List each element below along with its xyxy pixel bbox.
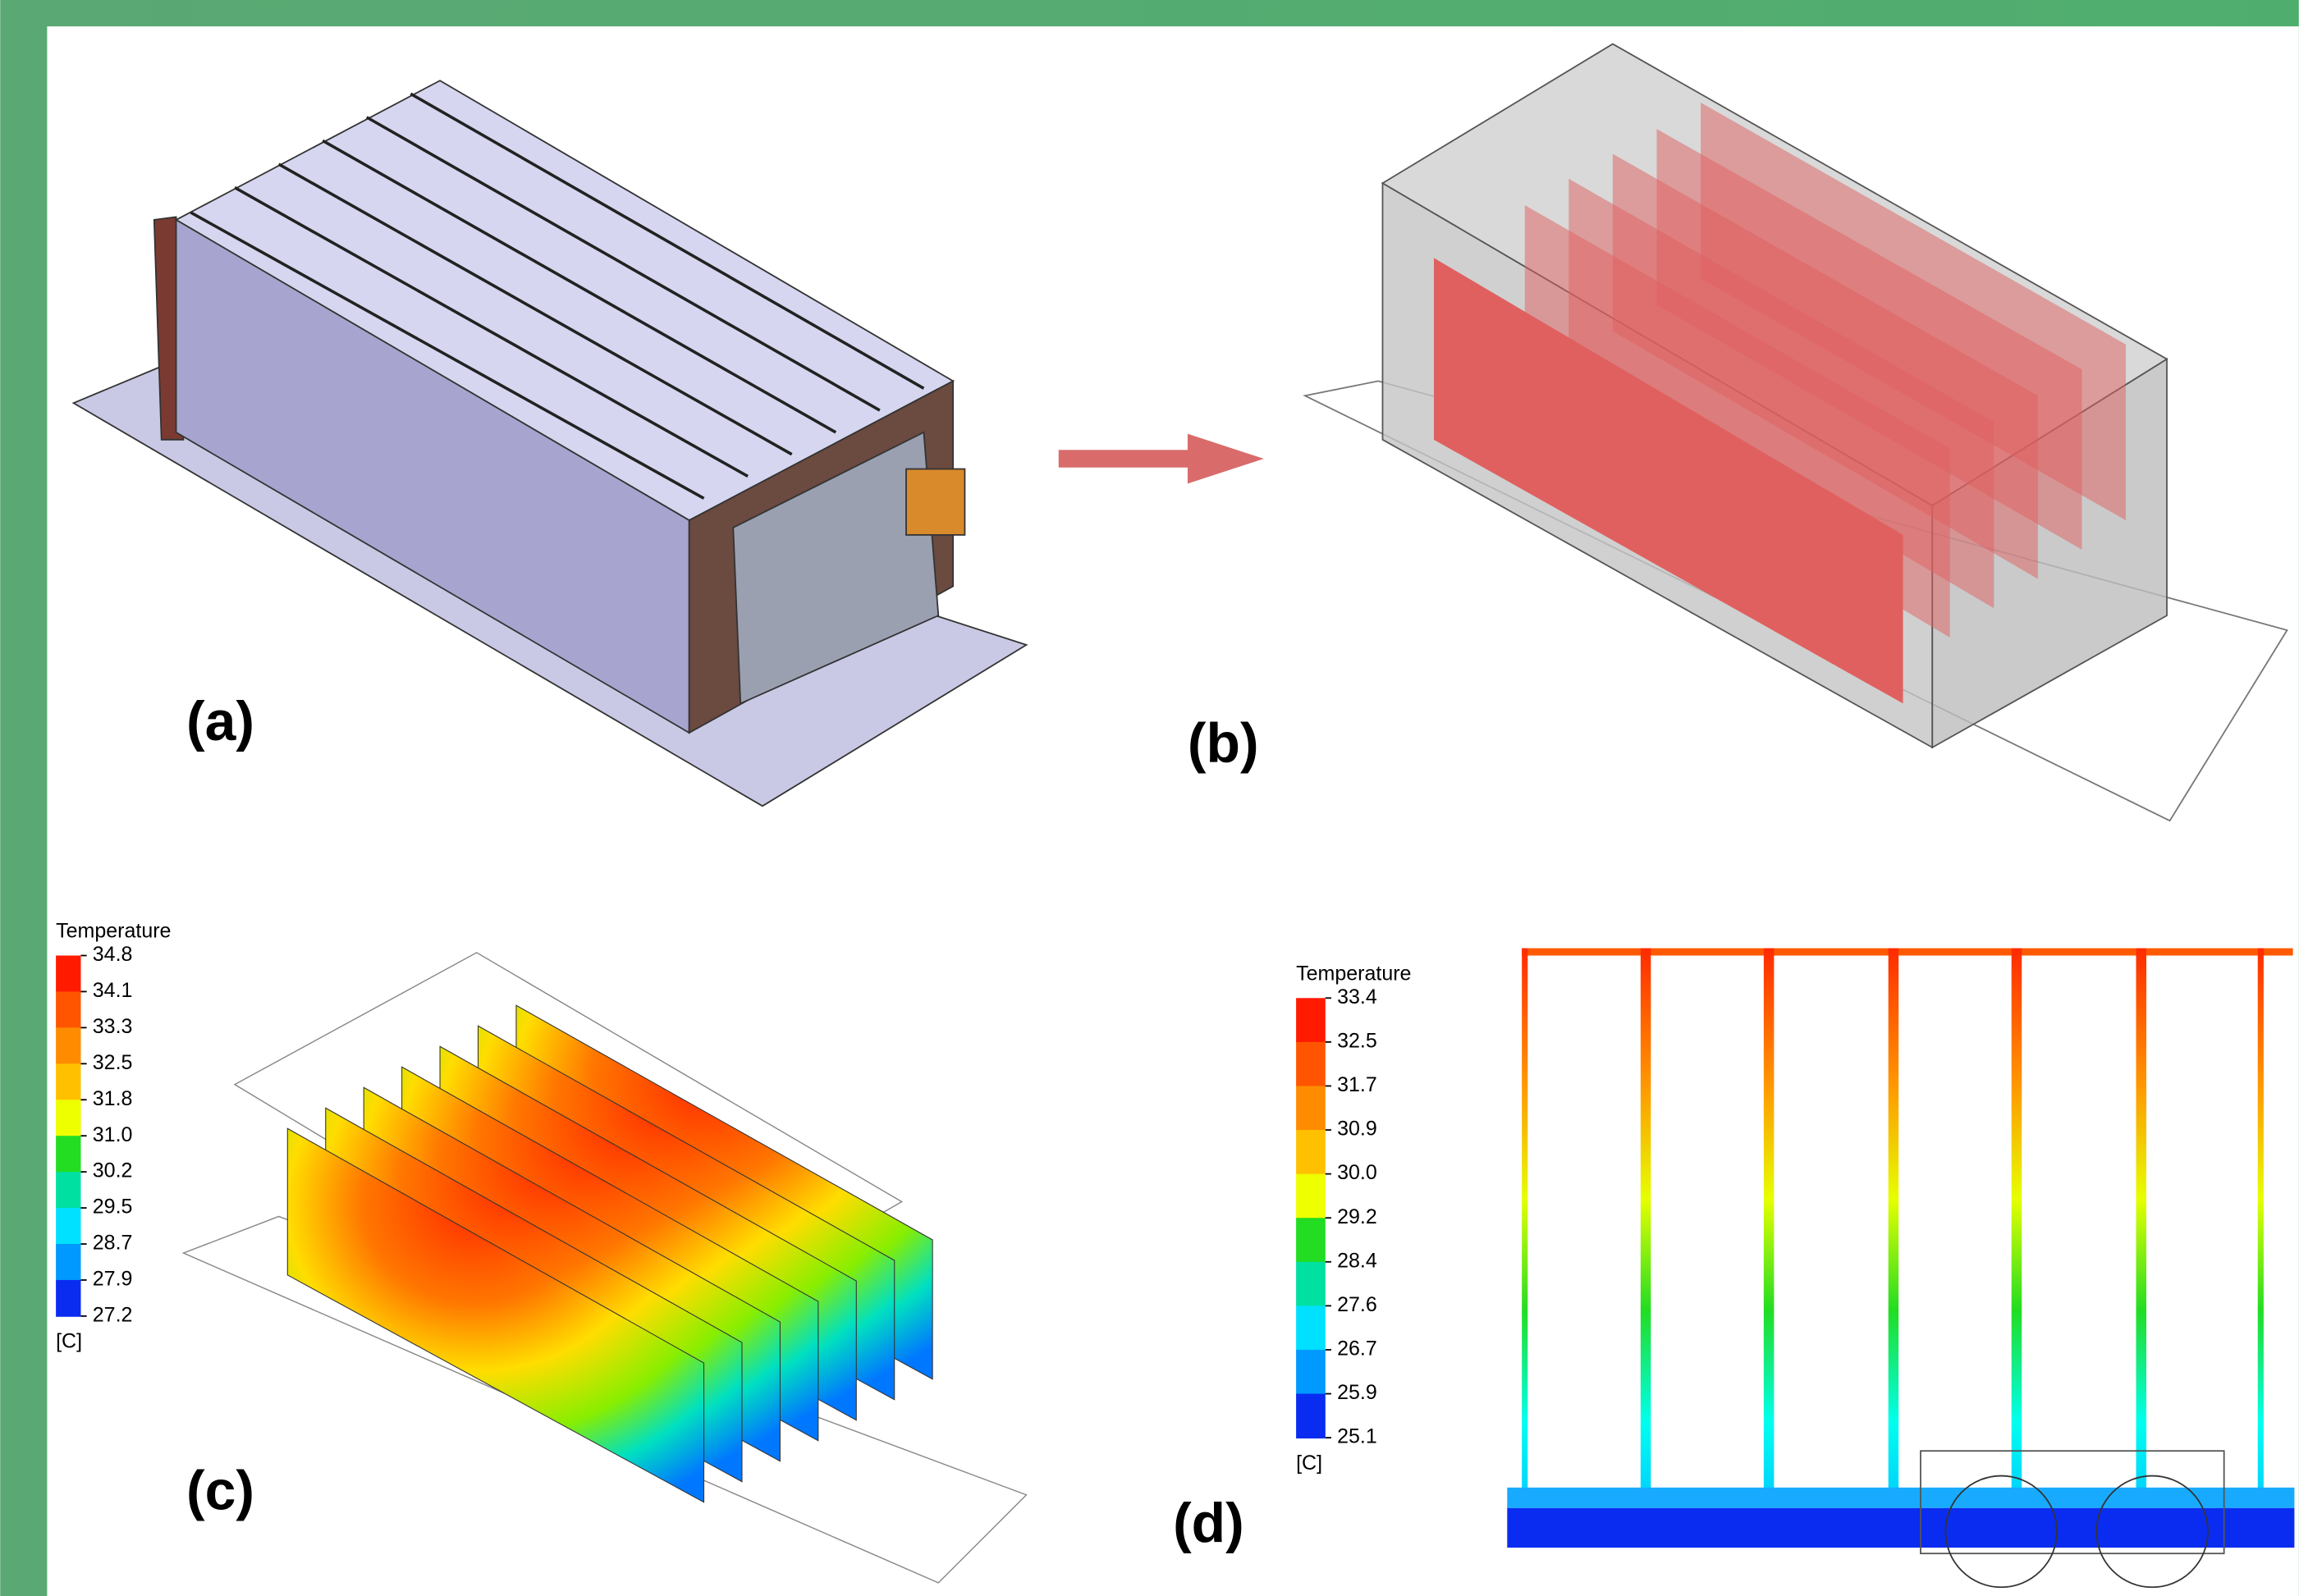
color-band [56, 1172, 80, 1209]
legend-tick-label: 29.5 [93, 1196, 133, 1219]
panel-label: (c) [186, 1461, 254, 1522]
legend-tick-label: 30.9 [1337, 1118, 1377, 1141]
color-band [56, 1063, 80, 1100]
legend-tick-label: 27.6 [1337, 1293, 1377, 1316]
legend-tick-label: 27.2 [93, 1303, 133, 1326]
legend-tick-label: 30.0 [1337, 1161, 1377, 1184]
color-band [1296, 998, 1326, 1042]
legend-tick-label: 25.9 [1337, 1381, 1377, 1404]
legend-tick-label: 32.5 [93, 1051, 133, 1074]
legend-tick-label: 25.1 [1337, 1425, 1377, 1448]
legend-tick-label: 33.4 [1337, 985, 1377, 1008]
color-band [1296, 1394, 1326, 1438]
color-band [1296, 1218, 1326, 1262]
panel-label: (d) [1173, 1493, 1244, 1554]
legend-tick-label: 32.5 [1337, 1029, 1377, 1052]
panel-label: (b) [1188, 713, 1259, 775]
legend-tick-label: 31.0 [93, 1123, 133, 1146]
color-band [1296, 1042, 1326, 1086]
legend-tick-label: 30.2 [93, 1159, 133, 1182]
color-band [56, 1208, 80, 1245]
color-band [56, 1136, 80, 1173]
legend-tick-label: 27.9 [93, 1268, 133, 1291]
legend-tick-label: 28.7 [93, 1232, 133, 1255]
legend-title: Temperature [56, 920, 171, 943]
color-band [1296, 1130, 1326, 1174]
panel-label: (a) [186, 691, 254, 752]
legend-tick-label: 33.3 [93, 1015, 133, 1038]
color-band [56, 1027, 80, 1064]
color-band [56, 991, 80, 1028]
legend-unit: [C] [1296, 1452, 1322, 1475]
color-band [56, 1244, 80, 1281]
color-band [1296, 1306, 1326, 1350]
color-band [1296, 1262, 1326, 1306]
legend-title: Temperature [1296, 962, 1411, 985]
legend-tick-label: 28.4 [1337, 1249, 1377, 1272]
color-band [56, 955, 80, 992]
color-band [56, 1280, 80, 1317]
color-band [1296, 1350, 1326, 1394]
legend-tick-label: 31.8 [93, 1087, 133, 1110]
figure: (a) (b) Temperature34.834.133.332.531.83… [0, 0, 2299, 1596]
legend-tick-label: 29.2 [1337, 1205, 1377, 1228]
color-band [1296, 1086, 1326, 1130]
legend-tick-label: 31.7 [1337, 1073, 1377, 1096]
color-band [1296, 1174, 1326, 1219]
legend-unit: [C] [56, 1330, 82, 1353]
legend-tick-label: 26.7 [1337, 1338, 1377, 1360]
color-band [56, 1100, 80, 1136]
legend-tick-label: 34.8 [93, 943, 133, 966]
legend-tick-label: 34.1 [93, 979, 133, 1002]
